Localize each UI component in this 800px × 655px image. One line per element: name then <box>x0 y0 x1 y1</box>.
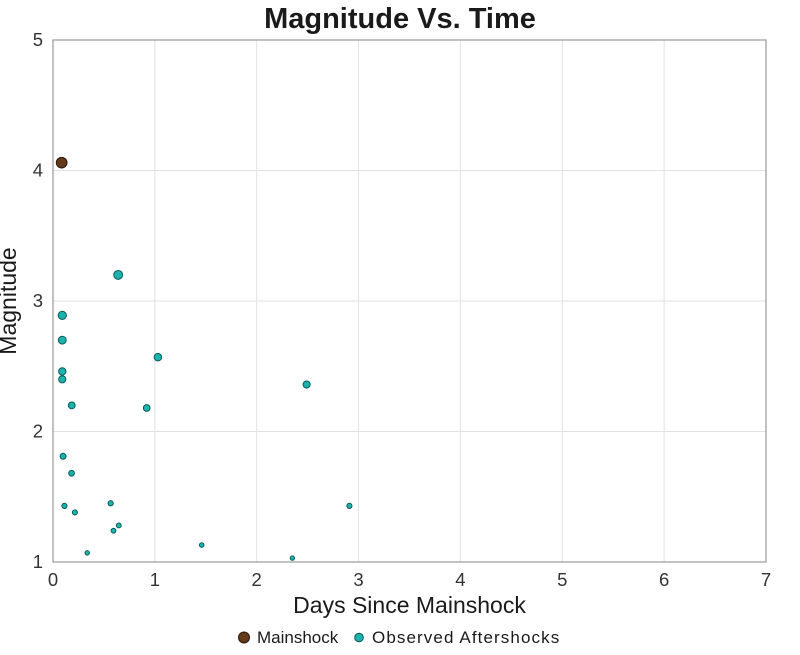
svg-text:Magnitude Vs. Time: Magnitude Vs. Time <box>264 3 536 35</box>
svg-text:2: 2 <box>252 569 262 590</box>
svg-text:1: 1 <box>150 569 160 590</box>
svg-text:5: 5 <box>33 29 43 50</box>
svg-text:Days Since Mainshock: Days Since Mainshock <box>293 592 526 618</box>
svg-text:3: 3 <box>353 569 363 590</box>
svg-text:Mainshock: Mainshock <box>257 628 339 647</box>
svg-text:7: 7 <box>761 569 771 590</box>
svg-text:6: 6 <box>659 569 669 590</box>
svg-text:Observed Aftershocks: Observed Aftershocks <box>372 628 560 647</box>
svg-text:4: 4 <box>455 569 465 590</box>
svg-text:3: 3 <box>33 290 43 311</box>
svg-text:5: 5 <box>557 569 567 590</box>
svg-text:0: 0 <box>48 569 58 590</box>
svg-text:1: 1 <box>33 551 43 572</box>
svg-text:4: 4 <box>33 160 43 181</box>
svg-text:2: 2 <box>33 421 43 442</box>
svg-text:Magnitude: Magnitude <box>0 247 21 354</box>
